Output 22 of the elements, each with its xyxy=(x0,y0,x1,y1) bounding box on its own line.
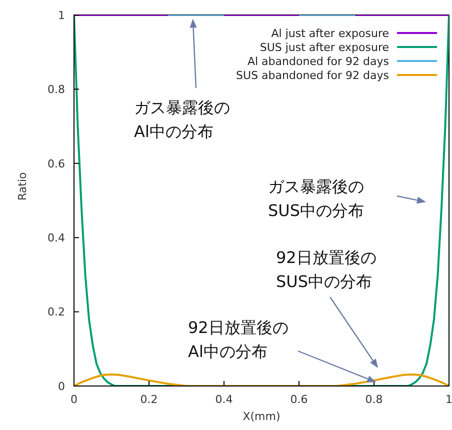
x-tick-label: 0 xyxy=(70,392,78,406)
annotation: ガス暴露後の Al中の分布 xyxy=(134,98,230,141)
x-tick-label: 0.4 xyxy=(215,392,233,406)
y-tick-label: 0 xyxy=(58,380,65,393)
y-tick-label: 0.2 xyxy=(48,306,65,319)
y-tick-label: 0.8 xyxy=(48,83,65,96)
y-tick-label: 0.6 xyxy=(48,157,65,170)
annotation: ガス暴露後の SUS中の分布 xyxy=(268,177,364,220)
x-tick-label: 0.2 xyxy=(140,392,158,406)
x-tick-label: 1 xyxy=(446,392,452,406)
legend-label: Al abandoned for 92 days xyxy=(247,55,390,68)
x-tick-label: 0.6 xyxy=(290,392,308,406)
annotation: 92日放置後の Al中の分布 xyxy=(188,318,288,361)
legend-label: SUS just after exposure xyxy=(260,41,390,54)
x-tick-label: 0.8 xyxy=(365,392,383,406)
y-axis-title: Ratio xyxy=(16,172,29,200)
legend-label: SUS abandoned for 92 days xyxy=(236,69,390,82)
y-tick-label: 0.4 xyxy=(48,232,65,245)
x-axis-title: X(mm) xyxy=(242,410,280,423)
legend-label: Al just after exposure xyxy=(271,27,390,40)
annotation: 92日放置後の SUS中の分布 xyxy=(276,248,376,291)
y-tick-label: 1 xyxy=(58,8,65,22)
